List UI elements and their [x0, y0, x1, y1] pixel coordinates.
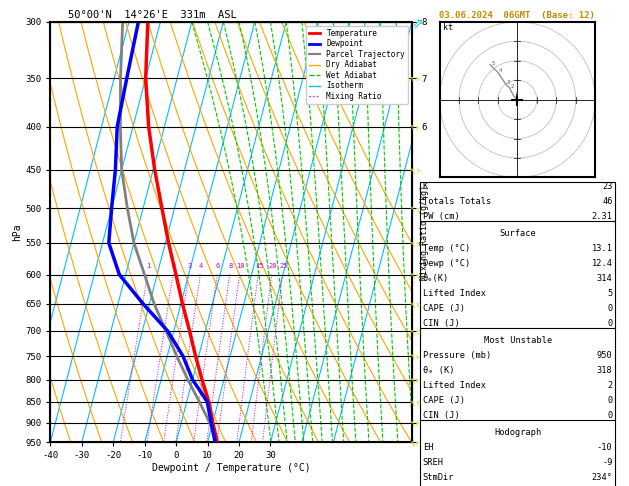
Text: 13.1: 13.1	[592, 244, 613, 253]
Text: 1: 1	[515, 92, 518, 97]
Text: CAPE (J): CAPE (J)	[423, 304, 465, 313]
Text: 20: 20	[268, 262, 277, 269]
Y-axis label: km
ASL: km ASL	[440, 232, 456, 251]
Text: 25: 25	[279, 262, 287, 269]
Text: Lifted Index: Lifted Index	[423, 381, 486, 390]
Text: >: >	[414, 418, 422, 427]
X-axis label: Dewpoint / Temperature (°C): Dewpoint / Temperature (°C)	[152, 463, 311, 473]
Text: 318: 318	[597, 366, 613, 375]
Text: CAPE (J): CAPE (J)	[423, 396, 465, 405]
Text: Most Unstable: Most Unstable	[484, 336, 552, 345]
Text: Pressure (mb): Pressure (mb)	[423, 351, 491, 360]
Legend: Temperature, Dewpoint, Parcel Trajectory, Dry Adiabat, Wet Adiabat, Isotherm, Mi: Temperature, Dewpoint, Parcel Trajectory…	[306, 26, 408, 104]
Text: >: >	[414, 74, 421, 82]
Text: Temp (°C): Temp (°C)	[423, 244, 470, 253]
Text: 0: 0	[608, 411, 613, 420]
Text: 1: 1	[147, 262, 150, 269]
Text: SREH: SREH	[423, 458, 443, 467]
Text: 314: 314	[597, 274, 613, 283]
Text: →: →	[408, 326, 419, 336]
Text: 12.4: 12.4	[592, 259, 613, 268]
Text: >: >	[414, 438, 422, 446]
Text: →: →	[408, 437, 419, 448]
Text: 950: 950	[597, 351, 613, 360]
Text: 0: 0	[608, 396, 613, 405]
Text: 5: 5	[608, 289, 613, 298]
Text: -9: -9	[602, 458, 613, 467]
Text: 2.31: 2.31	[592, 212, 613, 222]
Text: 23: 23	[602, 182, 613, 191]
Text: Mixing Ratio (g/kg): Mixing Ratio (g/kg)	[420, 185, 428, 279]
Text: →: →	[408, 417, 419, 428]
Text: 0: 0	[608, 319, 613, 329]
Text: >: >	[414, 204, 422, 212]
Text: →: →	[408, 374, 419, 385]
Text: 3: 3	[507, 80, 510, 85]
Text: K: K	[423, 182, 428, 191]
Text: →: →	[408, 164, 419, 175]
Text: Totals Totals: Totals Totals	[423, 197, 491, 207]
Text: →: →	[408, 73, 418, 83]
Text: 3: 3	[187, 262, 192, 269]
Text: >: >	[414, 166, 422, 174]
Text: →: →	[408, 203, 419, 213]
Text: θₑ (K): θₑ (K)	[423, 366, 454, 375]
Text: →: →	[408, 396, 419, 407]
Text: >: >	[414, 271, 422, 279]
Text: →: →	[408, 351, 419, 361]
Text: -10: -10	[597, 443, 613, 452]
Text: 15: 15	[255, 262, 263, 269]
Text: >: >	[414, 398, 422, 406]
Text: >: >	[414, 239, 422, 247]
Text: 234°: 234°	[592, 473, 613, 482]
Text: kt: kt	[443, 23, 454, 32]
Text: 2: 2	[511, 84, 515, 89]
Text: 6: 6	[216, 262, 220, 269]
Text: >: >	[414, 300, 422, 308]
Text: →: →	[408, 238, 419, 248]
Text: 46: 46	[602, 197, 613, 207]
Text: >: >	[414, 376, 422, 383]
Text: CIN (J): CIN (J)	[423, 411, 459, 420]
Text: →: →	[408, 298, 419, 309]
Text: Dewp (°C): Dewp (°C)	[423, 259, 470, 268]
Text: Lifted Index: Lifted Index	[423, 289, 486, 298]
Text: 2: 2	[608, 381, 613, 390]
Y-axis label: hPa: hPa	[13, 223, 23, 241]
Text: CIN (J): CIN (J)	[423, 319, 459, 329]
Text: Hodograph: Hodograph	[494, 428, 542, 437]
Text: PW (cm): PW (cm)	[423, 212, 459, 222]
Text: ⇗: ⇗	[412, 17, 423, 31]
Text: StmDir: StmDir	[423, 473, 454, 482]
Text: >: >	[414, 123, 421, 131]
Text: EH: EH	[423, 443, 433, 452]
Text: >: >	[414, 327, 422, 335]
Text: Surface: Surface	[499, 229, 536, 238]
Text: 8: 8	[228, 262, 233, 269]
Text: >: >	[414, 352, 422, 360]
Text: 0: 0	[608, 304, 613, 313]
Text: 5: 5	[491, 61, 495, 66]
Text: 10: 10	[236, 262, 245, 269]
Text: →: →	[408, 122, 418, 132]
Text: 4: 4	[199, 262, 203, 269]
Text: 4: 4	[499, 69, 503, 73]
Text: θₑ(K): θₑ(K)	[423, 274, 449, 283]
Text: 50°00'N  14°26'E  331m  ASL: 50°00'N 14°26'E 331m ASL	[69, 10, 237, 20]
Text: 2: 2	[172, 262, 176, 269]
Text: 03.06.2024  06GMT  (Base: 12): 03.06.2024 06GMT (Base: 12)	[439, 11, 595, 20]
Text: →: →	[408, 269, 419, 280]
